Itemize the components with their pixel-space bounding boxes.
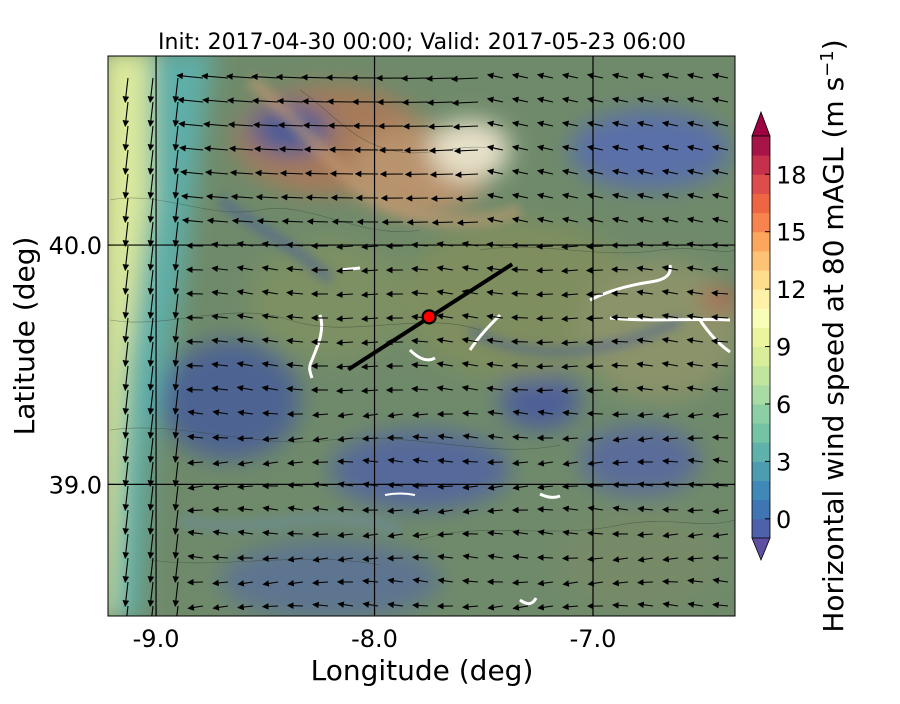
- colorbar-label: Horizontal wind speed at 80 mAGL (m s−1): [817, 39, 851, 632]
- x-tick-label: -9.0: [133, 625, 180, 653]
- chart-title: Init: 2017-04-30 00:00; Valid: 2017-05-2…: [158, 30, 686, 55]
- y-tick-label: 40.0: [49, 232, 102, 260]
- colorbar-tick-label: 9: [776, 334, 791, 362]
- colorbar-tick-label: 18: [776, 161, 807, 189]
- colorbar-tick-label: 6: [776, 391, 791, 419]
- y-axis-ticks: 39.0 40.0: [49, 232, 114, 499]
- x-tick-label: -7.0: [570, 625, 617, 653]
- colorbar-tick-label: 15: [776, 219, 807, 247]
- y-axis-label: Latitude (deg): [8, 237, 41, 436]
- x-tick-label: -8.0: [351, 625, 398, 653]
- colorbar-tick-label: 0: [776, 506, 791, 534]
- colorbar-ticks: 0 3 6 9 12 15 18: [765, 161, 807, 534]
- y-tick-label: 39.0: [49, 471, 102, 499]
- colorbar-tick-label: 3: [776, 448, 791, 476]
- x-axis-label: Longitude (deg): [311, 654, 534, 687]
- colorbar: [752, 112, 770, 560]
- colorbar-tick-label: 12: [776, 276, 807, 304]
- site-marker: [423, 310, 436, 323]
